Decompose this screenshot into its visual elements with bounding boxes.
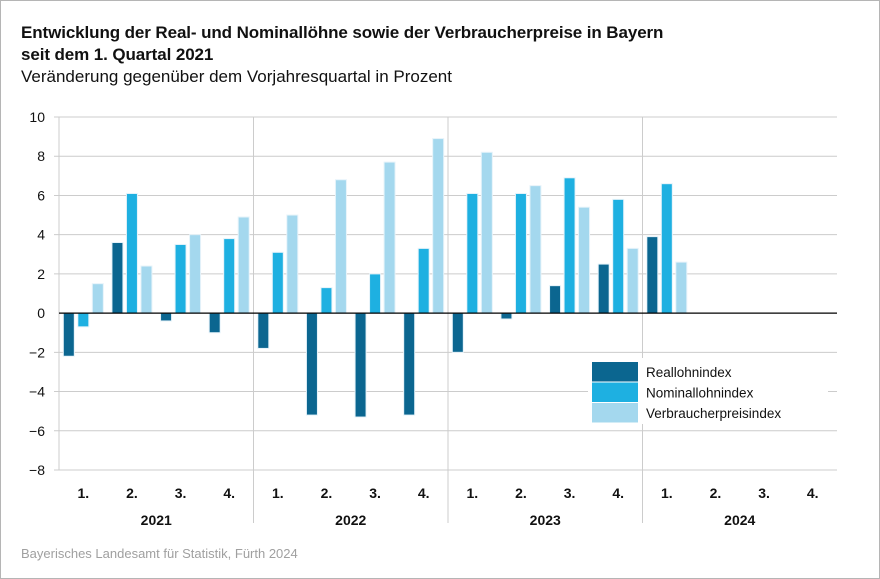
bar-reallohnindex-2021-q4 (208, 312, 221, 334)
y-tick-label: 8 (37, 148, 45, 164)
x-tick-label: 3. (175, 485, 187, 501)
bar-verbraucherpreisindex-2022-q2 (334, 179, 347, 314)
x-tick-label: 4. (223, 485, 235, 501)
y-tick-label: 4 (37, 227, 45, 243)
bar-nominallohnindex-2021-q2 (125, 192, 138, 314)
legend: Reallohnindex Nominallohnindex Verbraucher… (588, 358, 828, 424)
bar-nominallohnindex-2021-q4 (223, 238, 236, 314)
legend-label-verbraucherpreisindex: Verbraucherpreisindex (646, 406, 781, 421)
y-tick-label: 2 (37, 266, 45, 282)
y-tick-label: 10 (29, 109, 45, 125)
x-tick-label: 4. (807, 485, 819, 501)
x-tick-label: 1. (661, 485, 673, 501)
bar-reallohnindex-2021-q1 (62, 312, 75, 357)
legend-label-nominallohnindex: Nominallohnindex (646, 386, 754, 401)
bar-verbraucherpreisindex-2023-q3 (578, 206, 591, 314)
legend-swatch-nominallohnindex (592, 382, 638, 402)
bar-reallohnindex-2021-q2 (111, 242, 124, 314)
bar-nominallohnindex-2022-q4 (417, 247, 430, 314)
x-tick-label: 3. (758, 485, 770, 501)
x-tick-label: 2. (710, 485, 722, 501)
x-tick-label: 2. (321, 485, 333, 501)
legend-swatch-verbraucherpreisindex (592, 403, 638, 423)
year-label: 2024 (724, 512, 755, 528)
y-tick-label: −6 (29, 423, 45, 439)
bar-chart: −8 −6 −4 −2 0 2 4 6 8 10 1. 2. 3. 4. 1. 2. 3. 4. 1. 2. 3. 4. 1… (29, 109, 837, 528)
bar-reallohnindex-2023-q4 (597, 263, 610, 314)
bar-nominallohnindex-2022-q3 (369, 273, 382, 314)
chart-title-line-2: seit dem 1. Quartal 2021 (21, 45, 214, 64)
bar-verbraucherpreisindex-2021-q4 (237, 216, 250, 314)
y-tick-label: −8 (29, 462, 45, 478)
y-tick-label: −2 (29, 344, 45, 360)
bar-reallohnindex-2022-q1 (257, 312, 270, 349)
bar-verbraucherpreisindex-2021-q2 (140, 265, 153, 314)
bar-verbraucherpreisindex-2022-q1 (286, 214, 299, 314)
bar-reallohnindex-2023-q2 (500, 312, 513, 320)
bar-reallohnindex-2023-q1 (451, 312, 464, 353)
x-tick-label: 2. (515, 485, 527, 501)
bar-verbraucherpreisindex-2022-q4 (432, 138, 445, 314)
x-tick-label: 3. (369, 485, 381, 501)
chart-title-line-1: Entwicklung der Real- und Nominallöhne s… (21, 23, 664, 42)
bar-reallohnindex-2023-q3 (549, 285, 562, 314)
y-tick-label: 6 (37, 187, 45, 203)
axes: −8 −6 −4 −2 0 2 4 6 8 10 1. 2. 3. 4. 1. 2. 3. 4. 1. 2. 3. 4. 1… (29, 109, 837, 528)
bar-nominallohnindex-2021-q3 (174, 243, 187, 314)
bar-nominallohnindex-2023-q1 (466, 192, 479, 314)
x-tick-label: 1. (77, 485, 89, 501)
bar-nominallohnindex-2023-q2 (514, 192, 527, 314)
chart-title: Entwicklung der Real- und Nominallöhne s… (21, 22, 663, 66)
year-label: 2021 (141, 512, 172, 528)
bar-nominallohnindex-2021-q1 (77, 312, 90, 328)
bar-verbraucherpreisindex-2021-q1 (91, 283, 104, 314)
bar-verbraucherpreisindex-2022-q3 (383, 161, 396, 314)
x-tick-label: 4. (612, 485, 624, 501)
bar-verbraucherpreisindex-2023-q2 (529, 185, 542, 314)
bar-verbraucherpreisindex-2023-q1 (480, 151, 493, 314)
bar-verbraucherpreisindex-2021-q3 (189, 234, 202, 314)
grid-lines (54, 116, 837, 523)
bar-reallohnindex-2024-q1 (646, 236, 659, 314)
bar-verbraucherpreisindex-2023-q4 (626, 247, 639, 314)
x-tick-label: 1. (272, 485, 284, 501)
bar-reallohnindex-2021-q3 (160, 312, 173, 322)
x-tick-label: 3. (564, 485, 576, 501)
bar-nominallohnindex-2022-q1 (271, 251, 284, 314)
chart-subtitle: Veränderung gegenüber dem Vorjahresquart… (21, 67, 452, 86)
bar-nominallohnindex-2023-q4 (612, 198, 625, 314)
x-tick-label: 1. (466, 485, 478, 501)
y-tick-label: −4 (29, 384, 45, 400)
bar-nominallohnindex-2023-q3 (563, 177, 576, 314)
legend-label-reallohnindex: Reallohnindex (646, 365, 732, 380)
year-label: 2023 (530, 512, 561, 528)
bar-verbraucherpreisindex-2024-q1 (675, 261, 688, 314)
bar-reallohnindex-2022-q2 (305, 312, 318, 416)
legend-swatch-reallohnindex (592, 362, 638, 382)
bar-reallohnindex-2022-q3 (354, 312, 367, 418)
bar-reallohnindex-2022-q4 (403, 312, 416, 416)
year-label: 2022 (335, 512, 366, 528)
bar-nominallohnindex-2022-q2 (320, 287, 333, 314)
bar-nominallohnindex-2024-q1 (660, 183, 673, 314)
x-tick-label: 4. (418, 485, 430, 501)
y-tick-label: 0 (37, 305, 45, 321)
source-note: Bayerisches Landesamt für Statistik, Für… (21, 546, 298, 561)
x-tick-label: 2. (126, 485, 138, 501)
